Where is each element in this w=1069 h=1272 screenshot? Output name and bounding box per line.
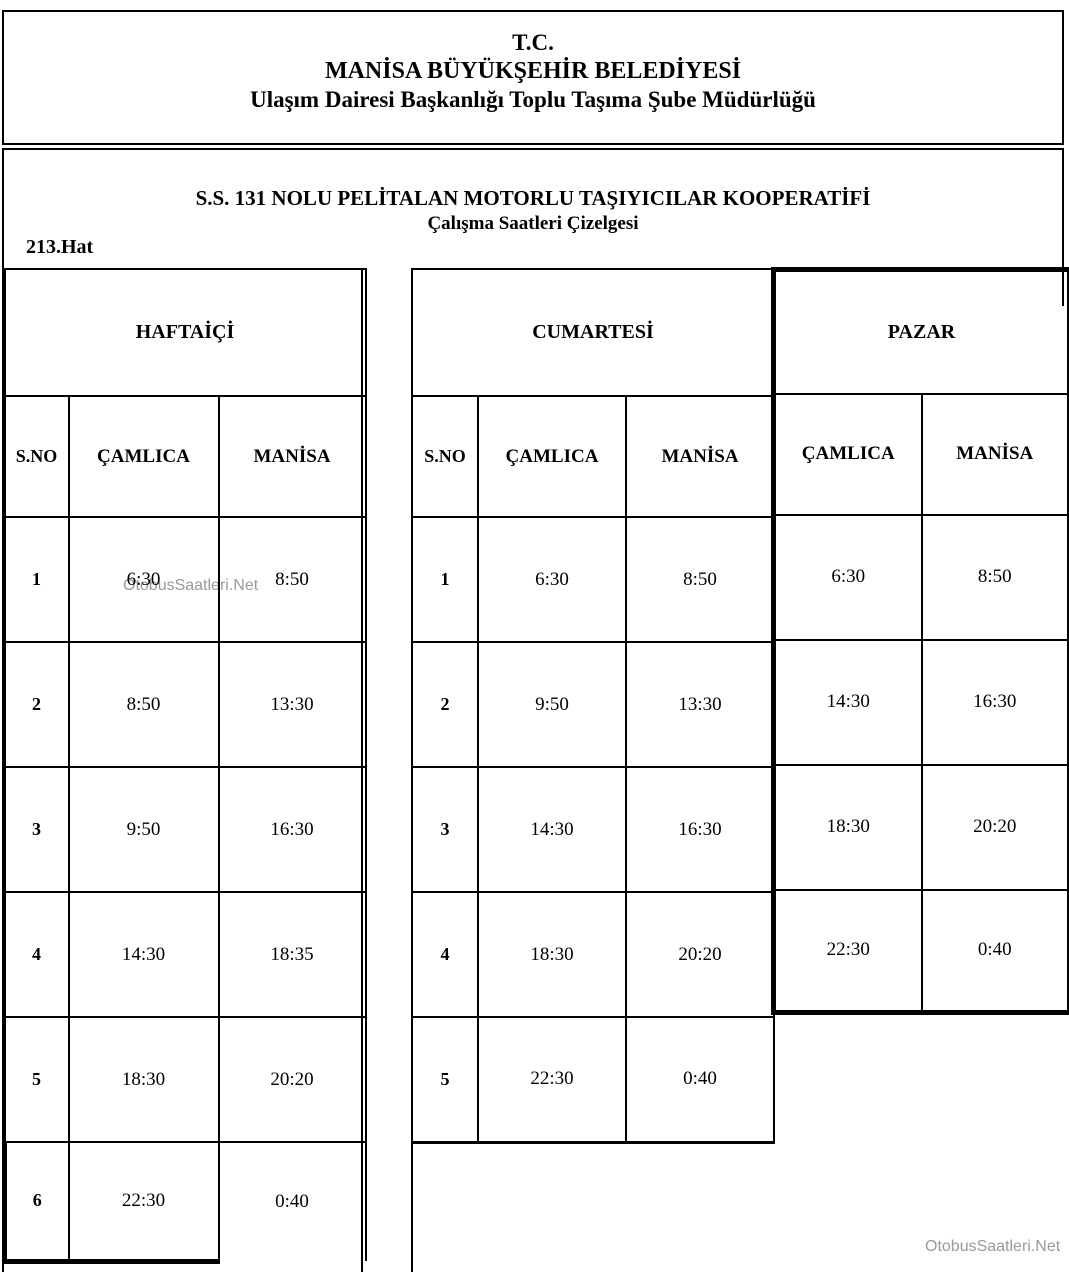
table-row: 4 18:30 20:20	[411, 891, 776, 1018]
table-row: PAZAR	[772, 268, 1069, 395]
row-number: 6	[2, 1141, 70, 1264]
time-cell: 20:20	[920, 763, 1069, 891]
time-cell: 18:35	[217, 891, 367, 1018]
time-cell: 20:20	[624, 891, 776, 1018]
time-cell: 22:30	[772, 888, 923, 1014]
table-row: 22:30 0:40	[772, 888, 1069, 1014]
time-cell: 8:50	[67, 641, 220, 768]
time-cell: 0:40	[920, 888, 1069, 1014]
time-cell: 20:20	[217, 1016, 367, 1143]
table-row: 1 6:30 8:50	[3, 516, 367, 643]
table-row: 3 14:30 16:30	[411, 766, 776, 893]
row-number: 1	[411, 516, 479, 643]
sheet-left-border	[2, 268, 4, 1272]
table-row: 2 8:50 13:30	[3, 641, 367, 768]
time-cell: 6:30	[477, 516, 627, 643]
time-cell: 0:40	[217, 1141, 367, 1261]
time-cell: 8:50	[217, 516, 367, 643]
table-row: 6 22:30 0:40	[2, 1141, 367, 1264]
column-header-camlica: ÇAMLICA	[477, 395, 627, 518]
column-header-manisa: MANİSA	[920, 392, 1069, 516]
table-row: 4 14:30 18:35	[3, 891, 367, 1018]
weekday-day-header: HAFTAİÇİ	[3, 268, 367, 397]
time-cell: 8:50	[624, 516, 776, 643]
time-cell: 16:30	[624, 766, 776, 893]
table-row: S.NO ÇAMLICA MANİSA	[3, 395, 367, 518]
saturday-table: CUMARTESİ S.NO ÇAMLICA MANİSA 1 6:30 8:5…	[410, 268, 776, 1144]
time-cell: 6:30	[772, 513, 923, 641]
table-row: 18:30 20:20	[772, 763, 1069, 891]
municipality-title: MANİSA BÜYÜKŞEHİR BELEDİYESİ	[324, 58, 742, 84]
row-number: 3	[3, 766, 70, 893]
weekday-table: HAFTAİÇİ S.NO ÇAMLICA MANİSA 1 6:30 8:50…	[2, 268, 367, 1264]
time-cell: 13:30	[624, 641, 776, 768]
time-cell: 0:40	[624, 1016, 776, 1144]
column-header-manisa: MANİSA	[217, 395, 367, 518]
time-cell: 6:30	[67, 516, 220, 643]
row-number: 2	[3, 641, 70, 768]
row-number: 4	[411, 891, 479, 1018]
cooperative-title: S.S. 131 NOLU PELİTALAN MOTORLU TAŞIYICI…	[195, 186, 871, 210]
time-cell: 14:30	[477, 766, 627, 893]
time-cell: 18:30	[477, 891, 627, 1018]
column-header-sno: S.NO	[411, 395, 479, 518]
time-cell: 9:50	[477, 641, 627, 768]
column-header-camlica: ÇAMLICA	[67, 395, 220, 518]
table-row: HAFTAİÇİ	[3, 268, 367, 397]
table-row: 5 18:30 20:20	[3, 1016, 367, 1143]
table-row: 14:30 16:30	[772, 638, 1069, 766]
saturday-day-header: CUMARTESİ	[410, 268, 776, 397]
watermark: OtobusSaatleri.Net	[925, 1238, 1061, 1255]
state-title: T.C.	[512, 30, 554, 55]
table-row: 1 6:30 8:50	[411, 516, 776, 643]
schedule-header: S.S. 131 NOLU PELİTALAN MOTORLU TAŞIYICI…	[2, 148, 1064, 306]
column-header-camlica: ÇAMLICA	[772, 392, 923, 516]
schedule-subtitle: Çalışma Saatleri Çizelgesi	[427, 213, 639, 234]
table-row: 2 9:50 13:30	[411, 641, 776, 768]
table-row: 5 22:30 0:40	[411, 1016, 776, 1144]
column-header-sno: S.NO	[3, 395, 70, 518]
row-number: 5	[3, 1016, 70, 1143]
route-number: 213.Hat	[26, 236, 94, 258]
time-cell: 18:30	[67, 1016, 220, 1143]
time-cell: 16:30	[920, 638, 1069, 766]
row-number: 5	[411, 1016, 479, 1144]
table-row: CUMARTESİ	[410, 268, 776, 397]
row-number: 1	[3, 516, 70, 643]
time-cell: 18:30	[772, 763, 923, 891]
time-cell: 14:30	[67, 891, 220, 1018]
time-cell: 8:50	[920, 513, 1069, 641]
table-row: 3 9:50 16:30	[3, 766, 367, 893]
table-row: 6:30 8:50	[772, 513, 1069, 641]
row-number: 2	[411, 641, 479, 768]
time-cell: 13:30	[217, 641, 367, 768]
sunday-day-header: PAZAR	[772, 268, 1069, 395]
time-cell: 16:30	[217, 766, 367, 893]
column-header-manisa: MANİSA	[624, 395, 776, 518]
institution-header: T.C. MANİSA BÜYÜKŞEHİR BELEDİYESİ Ulaşım…	[2, 10, 1064, 145]
department-title: Ulaşım Dairesi Başkanlığı Toplu Taşıma Ş…	[250, 87, 816, 112]
table-row: S.NO ÇAMLICA MANİSA	[411, 395, 776, 518]
sunday-table: PAZAR ÇAMLICA MANİSA 6:30 8:50 14:30 16:…	[771, 267, 1069, 1015]
time-cell: 9:50	[67, 766, 220, 893]
time-cell: 14:30	[772, 638, 923, 766]
row-number: 3	[411, 766, 479, 893]
time-cell: 22:30	[477, 1016, 627, 1144]
time-cell: 22:30	[67, 1141, 220, 1264]
table-row: ÇAMLICA MANİSA	[772, 392, 1069, 516]
row-number: 4	[3, 891, 70, 1018]
